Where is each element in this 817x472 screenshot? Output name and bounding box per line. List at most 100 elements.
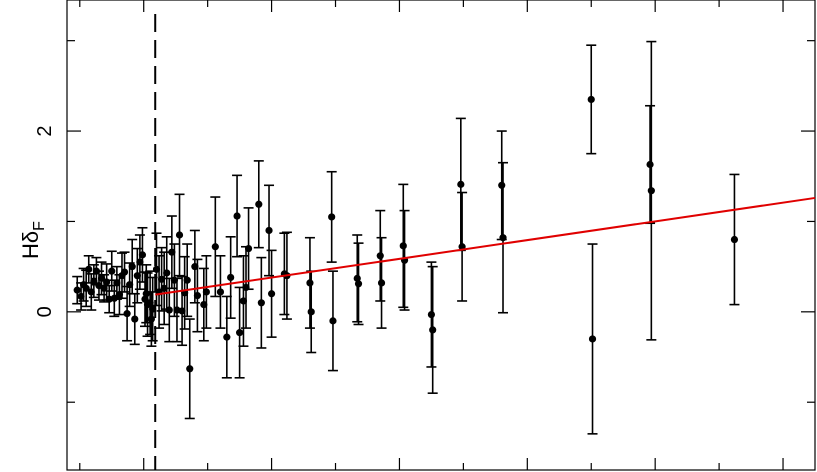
- data-point: [352, 234, 363, 323]
- data-point: [201, 254, 212, 329]
- data-point: [137, 226, 148, 283]
- y-tick-label: 2: [34, 125, 56, 136]
- data-point: [496, 130, 507, 241]
- data-point: [375, 209, 386, 302]
- data-point: [586, 44, 597, 155]
- data-point: [376, 236, 387, 329]
- point-marker: [216, 288, 225, 296]
- point-marker: [427, 310, 436, 319]
- point-marker: [377, 279, 386, 287]
- point-marker: [429, 326, 437, 334]
- data-point: [177, 275, 188, 347]
- x-axis-ticks: [79, 0, 784, 470]
- data-point: [326, 170, 337, 263]
- data-point: [215, 254, 226, 329]
- y-axis-label-main: Hδ: [18, 231, 43, 259]
- data-point: [106, 250, 117, 292]
- data-point: [174, 193, 185, 277]
- fit-line: [155, 196, 816, 296]
- point-marker: [108, 267, 116, 275]
- data-point: [159, 251, 170, 326]
- data-point: [210, 196, 221, 298]
- data-point: [587, 243, 598, 435]
- point-marker: [103, 278, 111, 286]
- point-marker: [233, 212, 241, 220]
- point-marker: [82, 284, 90, 292]
- point-marker: [186, 365, 194, 373]
- data-point: [225, 236, 236, 319]
- data-point: [243, 207, 254, 291]
- point-marker: [399, 242, 407, 250]
- point-marker: [73, 286, 81, 294]
- data-point: [119, 251, 130, 293]
- y-axis-label: HδF: [18, 221, 48, 259]
- point-marker: [149, 305, 157, 313]
- point-marker: [183, 276, 191, 284]
- y-axis-label-subscript: F: [31, 221, 48, 231]
- data-point: [179, 255, 190, 330]
- data-point: [498, 161, 509, 314]
- data-point: [221, 295, 232, 379]
- point-marker: [647, 187, 655, 195]
- data-point: [306, 270, 317, 354]
- point-marker: [457, 180, 465, 188]
- data-point: [184, 318, 195, 420]
- point-marker: [202, 288, 210, 296]
- point-marker: [306, 279, 314, 287]
- point-marker: [175, 231, 184, 239]
- data-point: [182, 243, 193, 318]
- data-point: [232, 174, 243, 258]
- point-marker: [193, 291, 202, 300]
- data-point: [398, 183, 409, 309]
- plot-frame: [66, 0, 816, 471]
- data-point: [427, 265, 438, 394]
- y-axis-tick-labels: 02: [34, 125, 56, 317]
- data-points: [72, 40, 740, 435]
- data-point: [241, 245, 252, 329]
- point-marker: [588, 335, 597, 343]
- point-marker: [120, 268, 129, 276]
- point-marker: [147, 315, 155, 323]
- data-point: [192, 258, 203, 333]
- point-marker: [267, 290, 276, 298]
- point-marker: [499, 234, 507, 242]
- point-marker: [123, 310, 131, 318]
- data-point: [129, 292, 140, 346]
- point-marker: [131, 315, 139, 323]
- data-point: [264, 184, 275, 277]
- data-point: [646, 40, 657, 341]
- data-point: [399, 209, 410, 311]
- data-point: [198, 267, 209, 342]
- data-point: [645, 104, 656, 225]
- point-marker: [498, 181, 506, 189]
- data-point: [253, 160, 264, 249]
- point-marker: [236, 329, 244, 337]
- point-marker: [328, 213, 336, 221]
- data-point: [327, 270, 338, 372]
- point-marker: [244, 244, 253, 253]
- point-marker: [265, 226, 273, 235]
- data-point: [457, 191, 468, 302]
- data-point: [171, 277, 182, 343]
- point-marker: [138, 251, 147, 259]
- point-marker: [257, 299, 265, 307]
- data-point: [426, 261, 437, 368]
- point-marker: [255, 200, 263, 208]
- data-point: [156, 246, 167, 312]
- point-marker: [730, 235, 739, 244]
- data-point: [729, 173, 740, 306]
- point-marker: [329, 317, 337, 325]
- data-point: [266, 249, 277, 338]
- point-marker: [165, 306, 173, 314]
- point-marker: [128, 263, 136, 271]
- data-point: [189, 229, 200, 304]
- point-marker: [646, 160, 654, 169]
- point-marker: [376, 252, 384, 260]
- data-point: [122, 285, 133, 342]
- y-axis-ticks: [67, 40, 815, 403]
- point-marker: [227, 273, 235, 282]
- point-marker: [211, 243, 219, 251]
- data-point: [455, 117, 466, 252]
- data-point: [353, 242, 364, 326]
